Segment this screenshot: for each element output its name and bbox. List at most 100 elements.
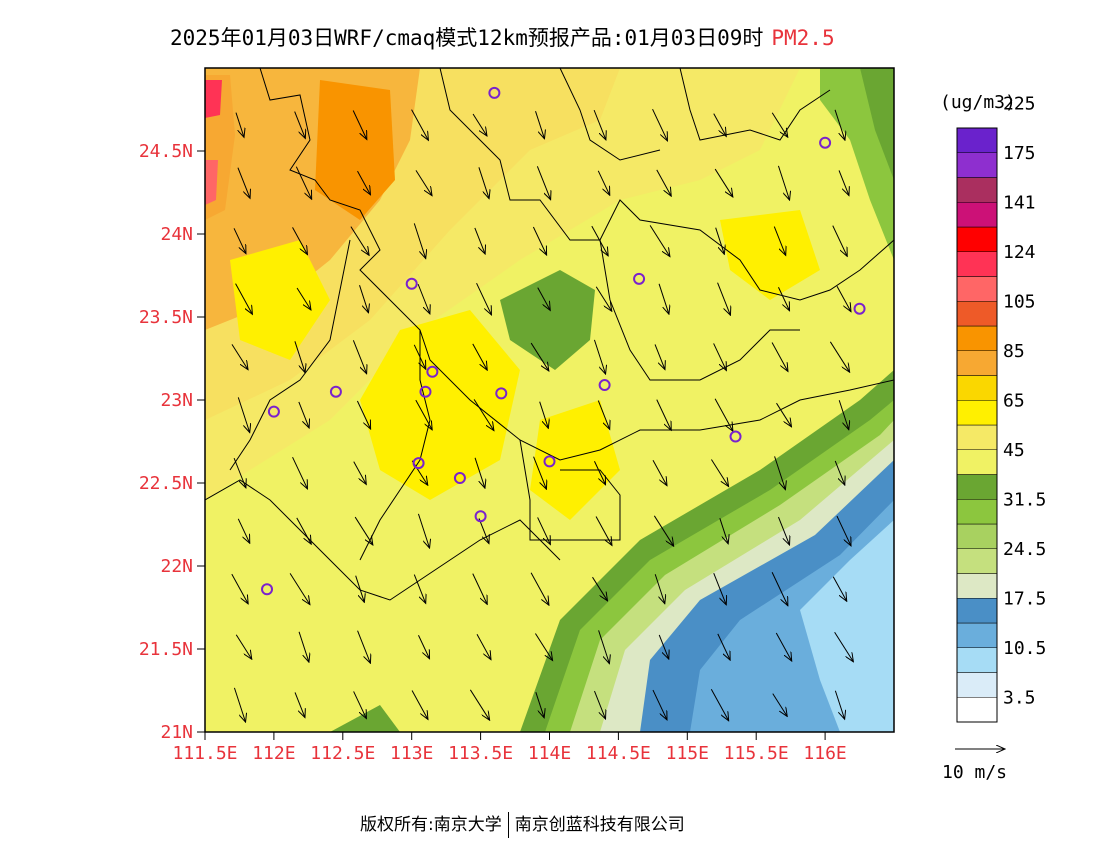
wind-arrow xyxy=(656,399,671,431)
x-tick-label: 112E xyxy=(252,743,295,764)
map-title: 2025年01月03日WRF/cmaq模式12km预报产品:01月03日09时 P… xyxy=(170,26,835,50)
footer: 版权所有:南京大学 南京创蓝科技有限公司 xyxy=(360,810,685,838)
y-tick-label: 22N xyxy=(160,556,193,577)
colorbar-swatch xyxy=(956,276,998,302)
colorbar-swatch xyxy=(956,424,998,450)
wind-arrow xyxy=(233,687,245,722)
wind-arrow xyxy=(472,113,487,136)
station-marker xyxy=(495,387,508,400)
colorbar-swatch xyxy=(956,598,998,624)
colorbar-swatch xyxy=(956,647,998,673)
colorbar-label: 17.5 xyxy=(1003,588,1046,609)
station-marker xyxy=(426,365,439,378)
x-tick-label: 112.5E xyxy=(310,743,375,764)
wind-arrow xyxy=(832,225,847,257)
wind-arrow xyxy=(591,225,608,256)
colorbar-swatch xyxy=(956,474,998,500)
wind-arrow xyxy=(658,283,669,314)
x-tick-label: 111.5E xyxy=(172,743,237,764)
wind-arrow xyxy=(235,283,253,315)
wind-arrow xyxy=(717,282,731,316)
wind-arrow xyxy=(595,516,612,546)
y-tick-label: 22.5N xyxy=(139,473,193,494)
wind-arrow xyxy=(357,630,371,664)
colorbar-swatch xyxy=(956,499,998,525)
station-markers xyxy=(261,86,866,596)
wind-arrow xyxy=(776,402,791,427)
wind-arrow xyxy=(233,228,246,253)
wind-arrow xyxy=(836,515,851,546)
wind-arrow xyxy=(296,287,311,310)
colorbar-label: 45 xyxy=(1003,440,1025,461)
wind-arrow xyxy=(352,110,367,140)
colorbar-swatch xyxy=(956,548,998,574)
variable-label: PM2.5 xyxy=(771,26,835,50)
wind-arrow xyxy=(474,227,485,254)
colorbar-swatch xyxy=(956,375,998,401)
boundary-lines xyxy=(205,68,894,601)
wind-arrow xyxy=(597,400,609,430)
station-marker xyxy=(405,277,418,290)
colorbar-label: 31.5 xyxy=(1003,489,1046,510)
colorbar-unit: (ug/m3) xyxy=(940,92,1016,113)
wind-arrow xyxy=(594,690,605,719)
station-marker xyxy=(419,385,432,398)
wind-arrow xyxy=(354,516,373,545)
wind-arrow xyxy=(413,344,425,369)
wind-arrow xyxy=(413,223,425,258)
colorbar-swatch xyxy=(956,697,998,723)
wind-arrow xyxy=(834,460,845,485)
y-tick-label: 21.5N xyxy=(139,639,193,660)
wind-arrow xyxy=(411,690,428,720)
wind-arrow xyxy=(592,576,607,601)
wind-arrow xyxy=(237,167,250,199)
wind-arrow xyxy=(595,286,612,311)
wind-arrow xyxy=(771,112,788,137)
wind-arrow xyxy=(532,226,546,255)
colorbar-swatch xyxy=(956,202,998,228)
wind-arrow xyxy=(298,631,309,662)
colorbar-swatch xyxy=(956,177,998,203)
wind-arrow xyxy=(359,285,369,313)
wind-arrow xyxy=(539,401,549,429)
y-axis-labels: 21N 21.5N 22N 22.5N 23N 23.5N 24N 24.5N xyxy=(139,141,193,743)
colorbar-swatch xyxy=(956,301,998,327)
wind-arrow xyxy=(469,689,489,720)
wind-arrow xyxy=(235,112,244,138)
wind-arrow xyxy=(714,398,733,431)
station-marker xyxy=(329,385,342,398)
wind-arrow xyxy=(535,111,545,139)
colorbar-swatch xyxy=(956,523,998,549)
wind-arrow xyxy=(413,574,425,604)
wind-arrow xyxy=(836,286,851,311)
wind-arrow xyxy=(537,517,551,544)
wind-arrow xyxy=(652,460,667,485)
wind-arrow xyxy=(235,634,252,659)
wind-arrow xyxy=(353,691,367,718)
wind-arrow xyxy=(710,688,728,721)
wind-arrow xyxy=(478,167,489,198)
wind-arrow xyxy=(535,633,552,660)
station-marker xyxy=(729,430,742,443)
colorbar-labels: 3.5 10.5 17.5 24.5 31.5 45 65 85 105 124 141 175 225 xyxy=(1003,93,1046,708)
station-marker xyxy=(453,472,466,485)
wind-arrow xyxy=(597,170,609,195)
colorbar-swatch xyxy=(956,251,998,277)
wind-arrow xyxy=(415,399,432,430)
wind-arrow xyxy=(834,631,854,662)
wind-arrow xyxy=(715,227,725,255)
colorbar-label: 105 xyxy=(1003,291,1036,312)
footer-separator xyxy=(507,812,509,838)
colorbar-label: 175 xyxy=(1003,143,1036,164)
station-marker xyxy=(412,457,425,470)
wind-arrow xyxy=(658,634,669,659)
wind-arrow xyxy=(417,513,429,548)
wind-arrow xyxy=(536,166,550,199)
station-marker xyxy=(474,510,487,523)
wind-arrow xyxy=(775,632,791,661)
footer-left: 版权所有:南京大学 xyxy=(360,815,502,835)
y-tick-label: 21N xyxy=(160,722,193,743)
concentration-field xyxy=(205,68,894,732)
colorbar-swatch xyxy=(956,573,998,599)
wind-arrow xyxy=(350,226,369,256)
